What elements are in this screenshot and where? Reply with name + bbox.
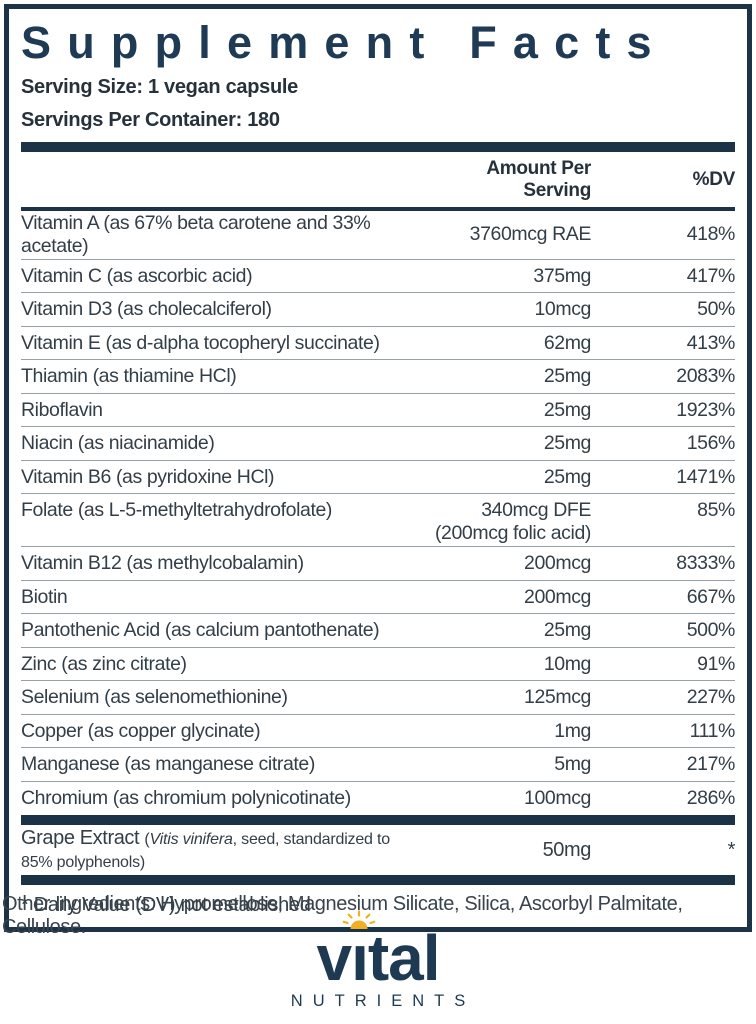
table-header-row: Amount Per Serving %DV <box>21 152 735 211</box>
table-row: Manganese (as manganese citrate) 5mg 217% <box>21 748 735 782</box>
table-row: Thiamin (as thiamine HCl) 25mg 2083% <box>21 360 735 394</box>
brand-logo: vı tal NUTRIENTS <box>0 910 756 1011</box>
divider-bar-middle <box>21 815 735 826</box>
grape-extract-note: (Vitis vinifera, seed, standardized to 8… <box>21 831 390 872</box>
table-row: Vitamin C (as ascorbic acid) 375mg 417% <box>21 260 735 294</box>
logo-letter-v: v <box>316 922 352 994</box>
grape-extract-amount: 50mg <box>542 838 592 861</box>
table-row: Folate (as L-5-methyltetrahydrofolate) 34… <box>21 494 735 548</box>
table-row: Biotin 200mcg 667% <box>21 581 735 615</box>
logo-letters-tal: tal <box>367 922 441 994</box>
table-row: Chromium (as chromium polynicotinate) 100… <box>21 787 735 809</box>
table-row: Niacin (as niacinamide) 25mg 156% <box>21 427 735 461</box>
table-row: Vitamin B6 (as pyridoxine HCl) 25mg 1471% <box>21 461 735 495</box>
table-row: Vitamin A (as 67% beta carotene and 33% … <box>21 211 735 260</box>
header-amount-per-serving: Amount Per Serving <box>486 157 591 201</box>
grape-extract-label: Grape Extract <box>21 827 145 850</box>
table-row: Vitamin D3 (as cholecalciferol) 10mcg 50% <box>21 293 735 327</box>
logo-wordmark: vı tal <box>316 910 441 990</box>
facts-rows: Vitamin A (as 67% beta carotene and 33% … <box>21 211 735 816</box>
divider-bar-bottom <box>21 875 735 886</box>
logo-letter-i: ı <box>343 910 376 990</box>
grape-extract-row: Grape Extract (Vitis vinifera, seed, sta… <box>21 825 735 875</box>
serving-size-text: Serving Size: 1 vegan capsule <box>21 75 298 98</box>
sun-icon <box>343 910 376 929</box>
table-row: Selenium (as selenomethionine) 125mcg 227% <box>21 681 735 715</box>
other-ingredients-text: Other Ingredients: Hypromellose, Magnesi… <box>2 893 683 938</box>
grape-extract-name: Grape Extract (Vitis vinifera, seed, sta… <box>21 827 416 873</box>
supplement-facts-panel: Supplement Facts Serving Size: 1 vegan c… <box>4 4 752 933</box>
logo-subtext: NUTRIENTS <box>290 992 476 1010</box>
table-row: Vitamin B12 (as methylcobalamin) 200mcg 83… <box>21 547 735 581</box>
table-row: Pantothenic Acid (as calcium pantothenat… <box>21 614 735 648</box>
table-row: Zinc (as zinc citrate) 10mg 91% <box>21 648 735 682</box>
divider-bar-top <box>21 141 735 152</box>
page-title: Supplement Facts <box>21 17 668 68</box>
table-row: Riboflavin 25mg 1923% <box>21 394 735 428</box>
header-percent-dv: %DV <box>692 168 736 190</box>
daily-value-footnote: * Daily Value (DV) not established <box>21 894 311 917</box>
servings-per-container-text: Servings Per Container: 180 <box>21 108 280 131</box>
table-row: Vitamin E (as d-alpha tocopheryl succina… <box>21 327 735 361</box>
grape-extract-dv: * <box>727 838 736 861</box>
table-row: Copper (as copper glycinate) 1mg 111% <box>21 715 735 749</box>
